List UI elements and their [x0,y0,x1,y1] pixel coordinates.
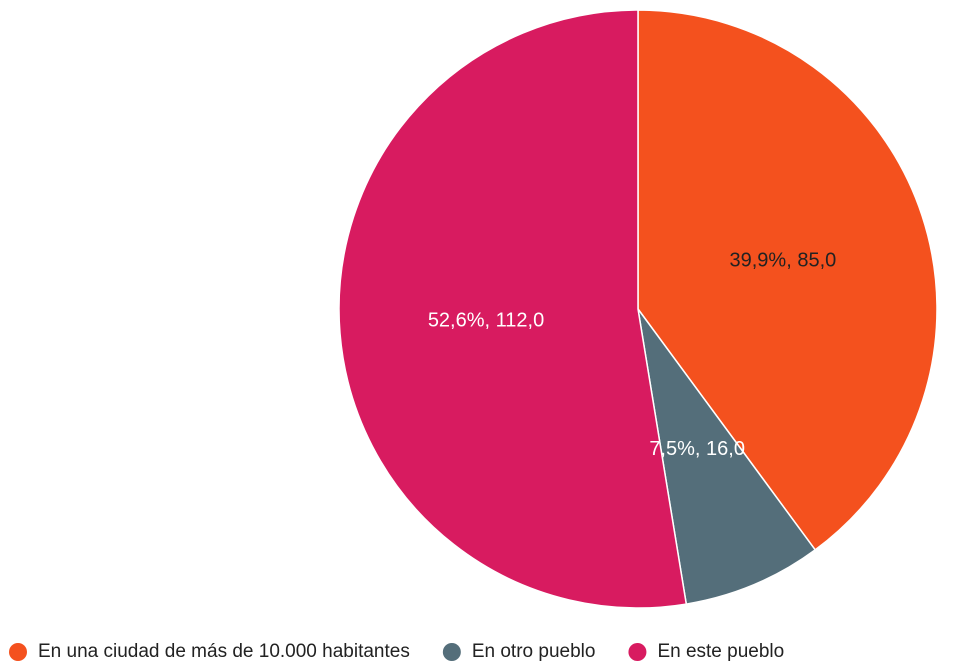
legend-swatch [628,643,647,661]
pie-slice [637,9,938,551]
pie-slice [637,308,817,605]
legend-label: En este pueblo [657,641,784,662]
slice-label: 52,6%, 112,0 [428,310,544,332]
legend-swatch [9,643,27,661]
legend-swatch [442,643,461,661]
pie-slice [338,9,688,609]
slice-label: 7,5%, 16,0 [649,438,745,460]
legend-label: En otro pueblo [472,641,596,662]
slice-label: 39,9%, 85,0 [730,250,837,272]
legend-label: En una ciudad de más de 10.000 habitante… [38,641,410,662]
